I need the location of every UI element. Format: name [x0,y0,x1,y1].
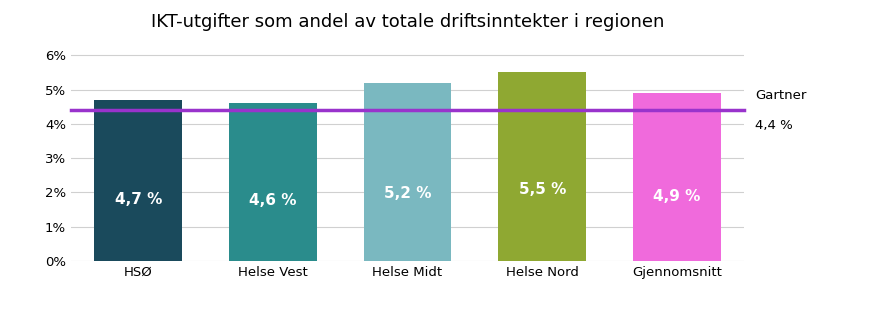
Text: 4,7 %: 4,7 % [114,192,162,207]
Bar [229,103,316,261]
Text: 5,5 %: 5,5 % [518,182,566,197]
Bar [364,83,451,261]
Text: 4,6 %: 4,6 % [249,193,297,208]
Title: IKT-utgifter som andel av totale driftsinntekter i regionen: IKT-utgifter som andel av totale driftsi… [151,13,664,31]
Bar [499,73,586,261]
Bar [633,93,720,261]
Text: 4,9 %: 4,9 % [653,190,701,204]
Bar [95,100,182,261]
Text: 5,2 %: 5,2 % [384,186,431,201]
Text: Gartner: Gartner [755,88,806,101]
Text: 4,4 %: 4,4 % [755,119,793,132]
